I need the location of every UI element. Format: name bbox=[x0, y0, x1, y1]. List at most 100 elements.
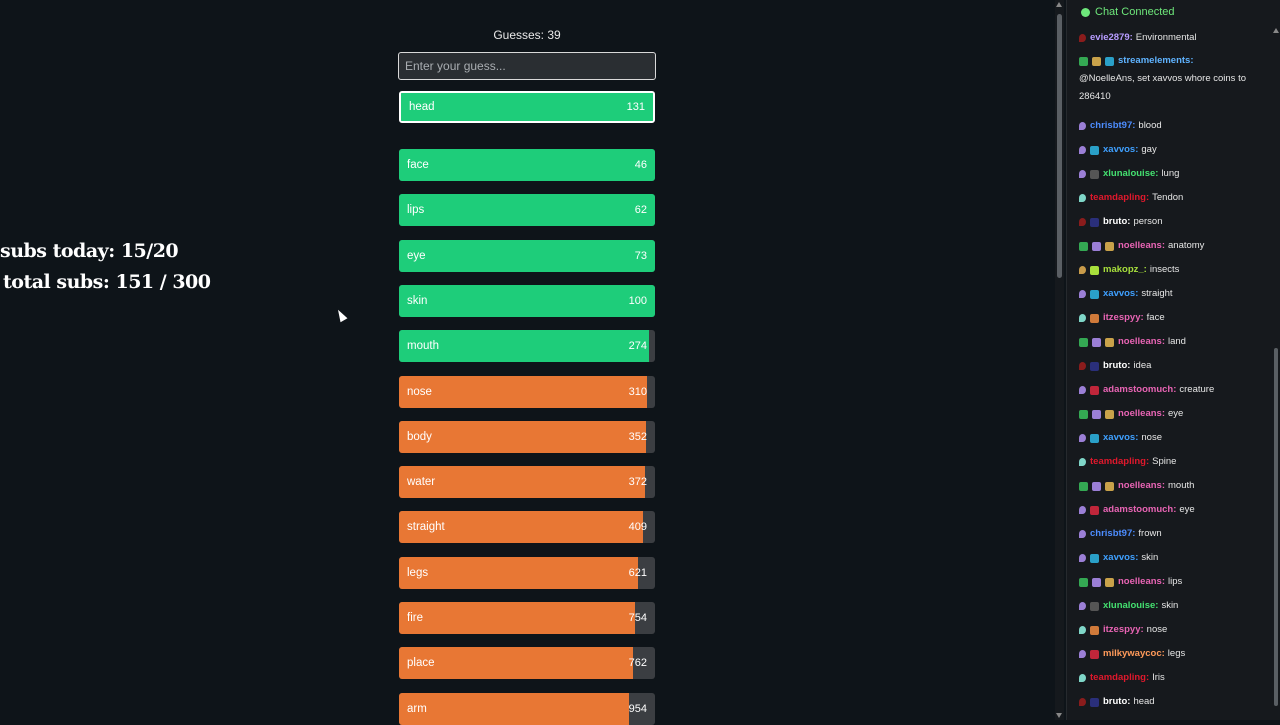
chat-badge-icon bbox=[1079, 56, 1088, 66]
chat-scrollbar[interactable] bbox=[1271, 0, 1280, 720]
scrollbar-thumb[interactable] bbox=[1057, 14, 1062, 278]
chat-message: xavvos: straight bbox=[1079, 282, 1269, 306]
chat-username[interactable]: bruto: bbox=[1103, 696, 1131, 707]
chat-text: lips bbox=[1168, 576, 1183, 587]
guess-word: body bbox=[407, 430, 432, 443]
similarity-bar bbox=[399, 692, 630, 725]
chat-text: Iris bbox=[1152, 672, 1165, 683]
chat-badge-icon bbox=[1079, 337, 1088, 347]
chat-status-label: Chat Connected bbox=[1095, 6, 1175, 18]
chat-username[interactable]: bruto: bbox=[1103, 216, 1131, 227]
guess-count: Guesses: 39 bbox=[493, 28, 561, 42]
chat-badge-icon bbox=[1090, 553, 1099, 563]
chat-badge-icon bbox=[1092, 241, 1101, 251]
chat-text: Spine bbox=[1152, 456, 1177, 467]
chat-username[interactable]: xavvos: bbox=[1103, 288, 1139, 299]
chat-badge-icon bbox=[1090, 697, 1099, 707]
chat-badge-icon bbox=[1079, 362, 1086, 370]
chat-username[interactable]: adamstoomuch: bbox=[1103, 384, 1177, 395]
chat-username[interactable]: noelleans: bbox=[1118, 576, 1165, 587]
guess-rank: 100 bbox=[628, 294, 647, 307]
chat-username[interactable]: itzespyy: bbox=[1103, 312, 1144, 323]
chat-message: makopz_: insects bbox=[1079, 258, 1269, 282]
chat-badge-icon bbox=[1090, 145, 1099, 155]
chat-username[interactable]: noelleans: bbox=[1118, 336, 1165, 347]
chat-username[interactable]: bruto: bbox=[1103, 360, 1131, 371]
chat-username[interactable]: noelleans: bbox=[1118, 480, 1165, 491]
guess-word: fire bbox=[407, 612, 423, 624]
chat-message: xlunalouise: lung bbox=[1079, 162, 1269, 186]
similarity-bar bbox=[399, 602, 635, 634]
chat-username[interactable]: milkywaycoc: bbox=[1103, 648, 1165, 659]
chat-username[interactable]: xlunalouise: bbox=[1103, 600, 1159, 611]
guess-input[interactable] bbox=[398, 52, 656, 80]
chat-badge-icon bbox=[1079, 530, 1086, 538]
chat-messages[interactable]: evie2879: Environmental streamelements: @No… bbox=[1079, 26, 1269, 714]
guess-rank: 754 bbox=[628, 612, 647, 624]
chat-badge-icon bbox=[1079, 481, 1088, 491]
chat-text: face bbox=[1146, 312, 1165, 323]
chat-username[interactable]: teamdapling: bbox=[1090, 672, 1150, 683]
chat-text: blood bbox=[1138, 120, 1162, 131]
chat-username[interactable]: adamstoomuch: bbox=[1103, 504, 1177, 515]
chat-status: Chat Connected bbox=[1081, 4, 1175, 20]
chat-badge-icon bbox=[1079, 386, 1086, 394]
chat-username[interactable]: noelleans: bbox=[1118, 408, 1165, 419]
chat-message: streamelements: @NoelleAns, set xavvos wh… bbox=[1079, 50, 1269, 114]
guess-word: legs bbox=[407, 566, 429, 579]
chat-message: teamdapling: Spine bbox=[1079, 450, 1269, 474]
guess-rank: 352 bbox=[628, 430, 647, 443]
chat-message: xavvos: gay bbox=[1079, 138, 1269, 162]
chat-badge-icon bbox=[1079, 241, 1088, 251]
chat-text: insects bbox=[1149, 264, 1180, 275]
scroll-down-icon[interactable] bbox=[1056, 713, 1062, 718]
chat-username[interactable]: xavvos: bbox=[1103, 552, 1139, 563]
chat-text: skin bbox=[1141, 552, 1159, 563]
chat-username[interactable]: xavvos: bbox=[1103, 144, 1139, 155]
chat-message: noelleans: anatomy bbox=[1079, 234, 1269, 258]
chat-username[interactable]: streamelements: bbox=[1118, 55, 1194, 66]
guess-word: water bbox=[407, 476, 436, 489]
chat-badge-icon bbox=[1092, 56, 1101, 66]
page-scrollbar[interactable] bbox=[1055, 0, 1064, 720]
guess-row: nose 310 bbox=[399, 375, 655, 408]
chat-badge-icon bbox=[1090, 505, 1099, 515]
guess-row: mouth 274 bbox=[399, 330, 655, 363]
chat-message: noelleans: mouth bbox=[1079, 474, 1269, 498]
chat-username[interactable]: evie2879: bbox=[1090, 32, 1133, 43]
scrollbar-thumb[interactable] bbox=[1274, 348, 1278, 706]
chat-message: chrisbt97: frown bbox=[1079, 522, 1269, 546]
similarity-bar bbox=[399, 239, 655, 272]
status-dot-icon bbox=[1081, 7, 1090, 17]
guess-rank: 131 bbox=[626, 101, 645, 113]
chat-text: Environmental bbox=[1135, 32, 1197, 43]
guess-word: place bbox=[407, 657, 435, 670]
chat-badge-icon bbox=[1090, 385, 1099, 395]
scroll-up-icon[interactable] bbox=[1056, 2, 1062, 7]
chat-badge-icon bbox=[1090, 265, 1099, 275]
chat-text: gay bbox=[1141, 144, 1157, 155]
chat-message: noelleans: eye bbox=[1079, 402, 1269, 426]
chat-text: person bbox=[1133, 216, 1163, 227]
chat-username[interactable]: chrisbt97: bbox=[1090, 120, 1136, 131]
chat-username[interactable]: xavvos: bbox=[1103, 432, 1139, 443]
chat-username[interactable]: makopz_: bbox=[1103, 264, 1147, 275]
chat-username[interactable]: itzespyy: bbox=[1103, 624, 1144, 635]
similarity-bar bbox=[401, 93, 653, 121]
chat-badge-icon bbox=[1090, 625, 1099, 635]
chat-badge-icon bbox=[1079, 34, 1086, 42]
chat-username[interactable]: teamdapling: bbox=[1090, 192, 1150, 203]
chat-username[interactable]: noelleans: bbox=[1118, 240, 1165, 251]
scroll-up-icon[interactable] bbox=[1273, 28, 1279, 33]
chat-username[interactable]: chrisbt97: bbox=[1090, 528, 1136, 539]
chat-badge-icon bbox=[1105, 409, 1114, 419]
chat-badge-icon bbox=[1090, 361, 1099, 371]
chat-username[interactable]: teamdapling: bbox=[1090, 456, 1150, 467]
mouse-cursor-icon bbox=[334, 307, 348, 323]
similarity-bar bbox=[399, 284, 655, 317]
chat-username[interactable]: xlunalouise: bbox=[1103, 168, 1159, 179]
similarity-bar bbox=[399, 420, 647, 453]
chat-text: skin bbox=[1161, 600, 1179, 611]
chat-badge-icon bbox=[1079, 554, 1086, 562]
chat-badge-icon bbox=[1079, 458, 1086, 466]
